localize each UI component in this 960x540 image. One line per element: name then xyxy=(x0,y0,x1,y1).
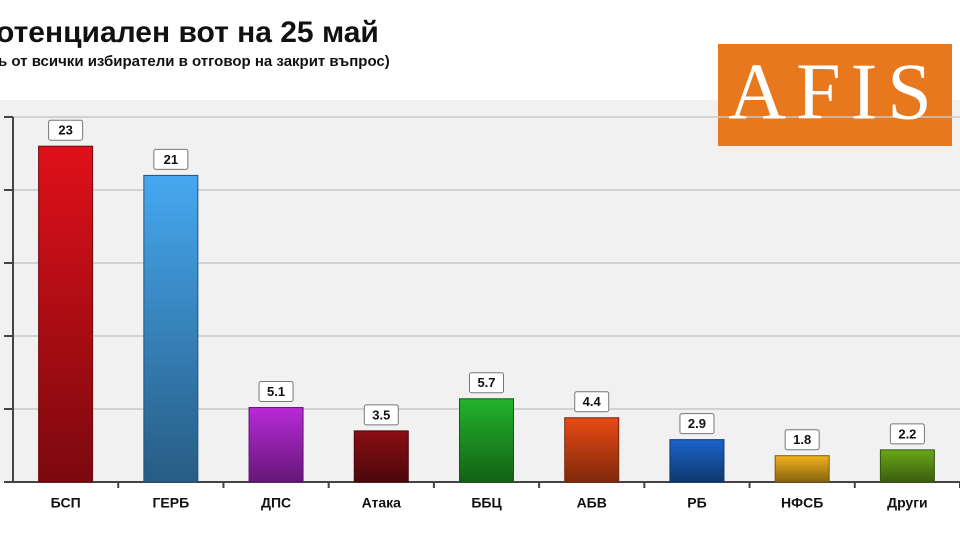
logo: AFIS xyxy=(728,48,941,136)
chart-title: отенциален вот на 25 май xyxy=(0,16,379,49)
bar xyxy=(879,449,935,483)
value-label: 2.9 xyxy=(688,416,706,431)
value-label: 5.7 xyxy=(477,375,495,390)
bar xyxy=(459,398,514,483)
value-label-box xyxy=(363,404,399,426)
value-label: 2.2 xyxy=(898,426,916,441)
x-tick-label: ББЦ xyxy=(471,495,502,511)
x-tick-label: Други xyxy=(887,495,928,511)
value-label-box xyxy=(889,423,925,445)
x-tick-label: РБ xyxy=(687,495,706,511)
bar xyxy=(143,174,199,483)
bar xyxy=(564,417,620,483)
chart-subtitle: ь от всички избиратели в отговор на закр… xyxy=(0,53,390,70)
value-label: 21 xyxy=(164,152,178,167)
x-tick-label: АБВ xyxy=(577,495,607,511)
value-label: 23 xyxy=(58,123,72,138)
x-tick-label: Атака xyxy=(362,495,402,511)
value-label: 4.4 xyxy=(583,394,602,409)
value-label-box xyxy=(469,372,504,394)
value-label: 3.5 xyxy=(372,407,390,422)
bar xyxy=(669,439,725,483)
x-tick-label: БСП xyxy=(51,495,81,511)
value-label-box xyxy=(679,413,715,435)
x-tick-label: ГЕРБ xyxy=(152,495,189,511)
value-label: 5.1 xyxy=(267,384,285,399)
value-label: 1.8 xyxy=(793,432,811,447)
value-label-box xyxy=(48,119,84,141)
x-tick-label: НФСБ xyxy=(781,495,823,511)
value-label-box xyxy=(153,148,189,170)
logo-box xyxy=(718,44,952,146)
value-label-box xyxy=(574,391,610,413)
bar xyxy=(38,145,94,483)
x-tick-label: ДПС xyxy=(261,495,291,511)
value-label-box xyxy=(784,429,820,451)
bar xyxy=(774,455,830,483)
bar xyxy=(248,407,304,483)
bar xyxy=(353,430,409,483)
value-label-box xyxy=(258,381,294,403)
